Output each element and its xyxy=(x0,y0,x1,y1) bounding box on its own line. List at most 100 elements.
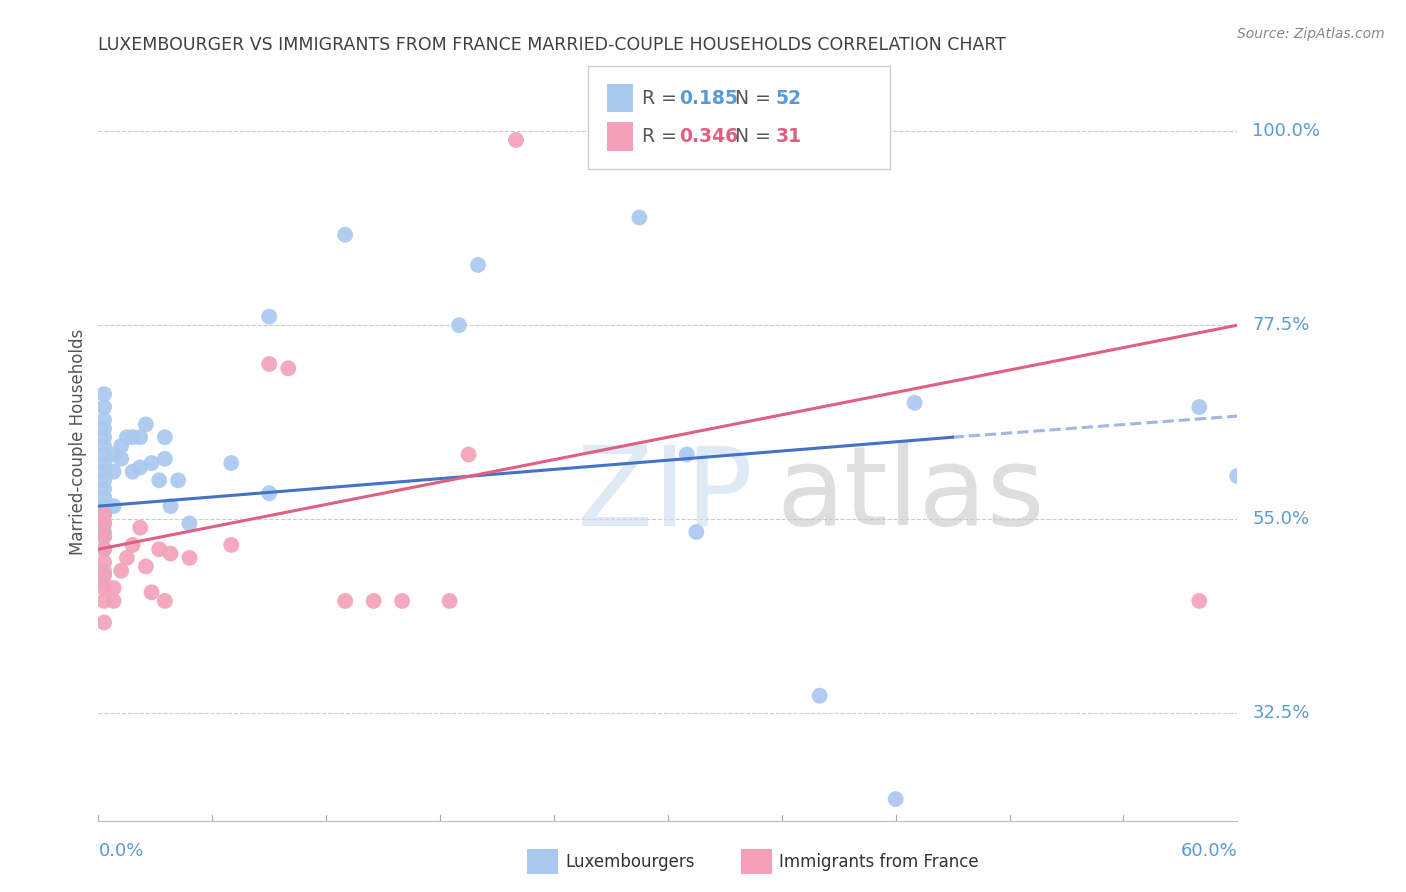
Text: Source: ZipAtlas.com: Source: ZipAtlas.com xyxy=(1237,27,1385,41)
Point xyxy=(335,227,357,242)
Text: N =: N = xyxy=(735,128,778,146)
Point xyxy=(121,430,143,444)
Point xyxy=(808,689,831,703)
Point xyxy=(363,594,385,608)
Point xyxy=(153,451,176,466)
Point xyxy=(904,396,927,410)
Point xyxy=(93,516,115,531)
Text: LUXEMBOURGER VS IMMIGRANTS FROM FRANCE MARRIED-COUPLE HOUSEHOLDS CORRELATION CHA: LUXEMBOURGER VS IMMIGRANTS FROM FRANCE M… xyxy=(98,36,1007,54)
Point xyxy=(259,357,281,371)
Point xyxy=(505,133,527,147)
Point xyxy=(148,473,170,487)
Point xyxy=(628,211,651,225)
Point xyxy=(93,568,115,582)
Point xyxy=(93,499,115,513)
Point xyxy=(93,465,115,479)
Text: Luxembourgers: Luxembourgers xyxy=(565,853,695,871)
Point xyxy=(93,555,115,569)
Point xyxy=(93,456,115,470)
Text: R =: R = xyxy=(641,128,682,146)
Point xyxy=(148,542,170,557)
Point xyxy=(93,529,115,543)
Text: 77.5%: 77.5% xyxy=(1253,317,1310,334)
Text: 0.185: 0.185 xyxy=(679,88,738,108)
Point xyxy=(93,542,115,557)
Point xyxy=(141,585,163,599)
Point xyxy=(221,456,243,470)
Point xyxy=(93,508,115,522)
Text: 52: 52 xyxy=(776,88,801,108)
Point xyxy=(115,550,138,565)
Point xyxy=(93,529,115,543)
Point xyxy=(93,439,115,453)
Point xyxy=(135,417,157,432)
FancyBboxPatch shape xyxy=(588,66,890,169)
Point xyxy=(110,439,132,453)
Text: 100.0%: 100.0% xyxy=(1253,122,1320,140)
Point xyxy=(110,451,132,466)
Y-axis label: Married-couple Households: Married-couple Households xyxy=(69,328,87,555)
Point xyxy=(93,473,115,487)
Point xyxy=(115,430,138,444)
Text: 60.0%: 60.0% xyxy=(1181,842,1237,860)
Point xyxy=(129,521,152,535)
Point xyxy=(135,559,157,574)
Point xyxy=(93,516,115,531)
Point xyxy=(1188,400,1211,414)
Point xyxy=(449,318,471,333)
Point xyxy=(93,430,115,444)
Point xyxy=(129,460,152,475)
Text: N =: N = xyxy=(735,88,778,108)
Point xyxy=(93,564,115,578)
Point xyxy=(121,465,143,479)
Point xyxy=(93,400,115,414)
Point xyxy=(103,581,125,595)
Point xyxy=(457,447,479,461)
Text: R =: R = xyxy=(641,88,682,108)
Point xyxy=(1226,469,1249,483)
Point xyxy=(179,516,201,531)
Point xyxy=(93,387,115,401)
Point xyxy=(93,508,115,522)
Bar xyxy=(607,122,633,151)
Point xyxy=(93,581,115,595)
Point xyxy=(159,547,181,561)
Point xyxy=(159,499,181,513)
Point xyxy=(93,594,115,608)
Point xyxy=(1188,594,1211,608)
Point xyxy=(93,491,115,505)
Point xyxy=(467,258,489,272)
Point xyxy=(277,361,299,376)
Bar xyxy=(607,84,633,112)
Point xyxy=(93,542,115,557)
Point xyxy=(129,430,152,444)
Text: 32.5%: 32.5% xyxy=(1253,704,1310,722)
Point xyxy=(179,550,201,565)
Point xyxy=(153,594,176,608)
Point xyxy=(103,447,125,461)
Point xyxy=(259,310,281,324)
Point xyxy=(93,576,115,591)
Point xyxy=(167,473,190,487)
Point xyxy=(685,524,707,539)
Text: 55.0%: 55.0% xyxy=(1253,510,1309,528)
Point xyxy=(259,486,281,500)
Text: 0.0%: 0.0% xyxy=(98,842,143,860)
Point xyxy=(141,456,163,470)
Point xyxy=(676,447,699,461)
Point xyxy=(121,538,143,552)
Point xyxy=(93,413,115,427)
Text: atlas: atlas xyxy=(776,442,1045,548)
Text: 0.346: 0.346 xyxy=(679,128,738,146)
Text: 31: 31 xyxy=(776,128,801,146)
Point xyxy=(884,792,907,806)
Point xyxy=(93,447,115,461)
Point xyxy=(391,594,413,608)
Point xyxy=(439,594,461,608)
Point xyxy=(335,594,357,608)
Point xyxy=(93,482,115,496)
Point xyxy=(103,499,125,513)
Point xyxy=(103,594,125,608)
Point xyxy=(221,538,243,552)
Point xyxy=(93,422,115,436)
